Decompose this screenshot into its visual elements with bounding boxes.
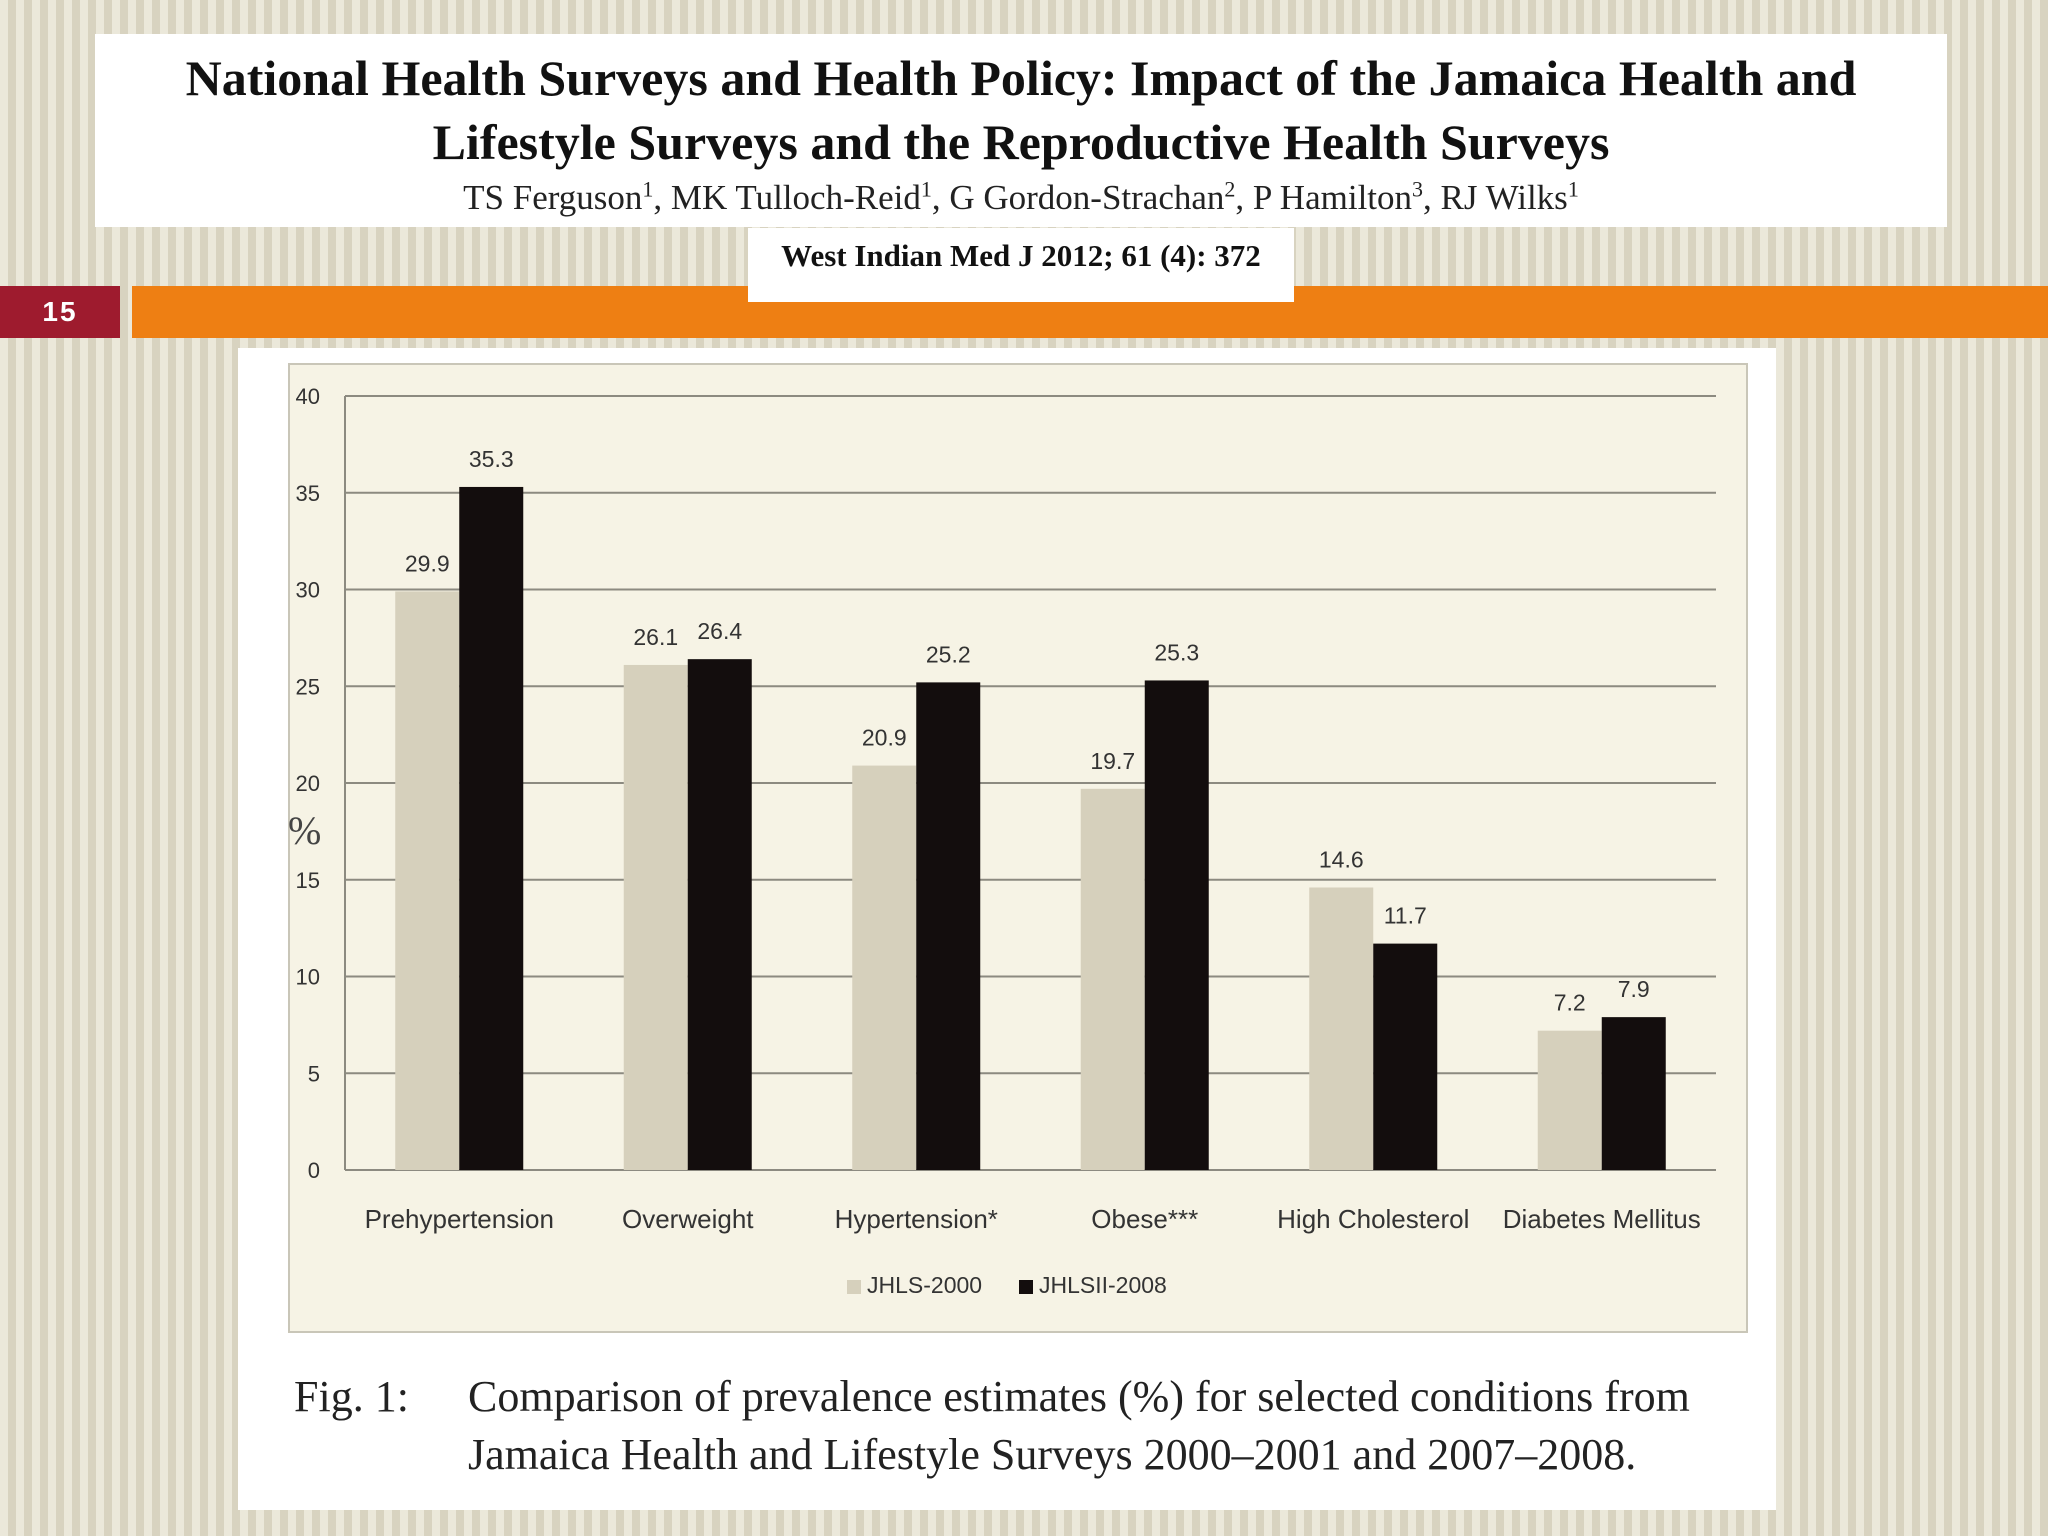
bar-jhls-2000	[1537, 1030, 1602, 1170]
data-label: 7.9	[1618, 976, 1650, 1002]
data-label: 20.9	[862, 725, 907, 751]
author: MK Tulloch-Reid1,	[670, 176, 950, 217]
y-tick-label: 30	[296, 578, 320, 603]
bar-jhlsii-2008	[1601, 1017, 1666, 1170]
data-labels: 29.9 35.3 26.1 26.4 20.9 25.2 19.7 25.3 14.6 11.7…	[405, 446, 1650, 1016]
figure-panel: 0 5 10 15 20 25 30 35 40 % 29.9 35.3 26.1 26.4 20.9 2…	[238, 348, 1776, 1510]
bar-jhlsii-2008	[687, 659, 752, 1170]
author: G Gordon-Strachan2,	[949, 176, 1253, 217]
bar-jhls-2000	[623, 664, 688, 1170]
slide-title-line-1: National Health Surveys and Health Polic…	[185, 50, 1857, 106]
slide-title: National Health Surveys and Health Polic…	[95, 34, 1947, 174]
y-tick-label: 40	[296, 384, 320, 409]
title-box: National Health Surveys and Health Polic…	[95, 34, 1947, 227]
data-label: 26.4	[697, 618, 742, 644]
data-label: 7.2	[1554, 990, 1586, 1016]
y-tick-label: 35	[296, 481, 320, 506]
x-tick-label: Obese***	[1091, 1204, 1198, 1234]
bars	[395, 486, 1666, 1170]
data-label: 35.3	[469, 446, 514, 472]
axes	[344, 396, 1716, 1171]
legend-swatch	[1019, 1280, 1033, 1294]
legend-swatch	[847, 1280, 861, 1294]
bar-jhls-2000	[1309, 887, 1374, 1170]
y-tick-label: 5	[308, 1061, 320, 1086]
y-tick-label: 15	[296, 868, 320, 893]
y-tick-label: 0	[308, 1158, 320, 1183]
y-tick-label: 10	[296, 965, 320, 990]
figure-label: Fig. 1:	[294, 1372, 409, 1421]
author: RJ Wilks1	[1440, 176, 1579, 217]
data-label: 26.1	[633, 624, 678, 650]
data-label: 11.7	[1384, 903, 1427, 929]
legend-label: JHLS-2000	[867, 1272, 982, 1298]
gridlines	[345, 395, 1716, 1075]
slide-title-line-2: Lifestyle Surveys and the Reproductive H…	[432, 114, 1610, 170]
bar-jhls-2000	[852, 765, 917, 1170]
y-axis-label: %	[288, 808, 321, 853]
bar-jhlsii-2008	[916, 682, 981, 1170]
y-tick-labels: 0 5 10 15 20 25 30 35 40	[296, 384, 320, 1183]
data-label: 25.2	[926, 641, 971, 667]
slide-number-badge: 15	[0, 286, 120, 338]
figure-caption: Fig. 1: Comparison of prevalence estimat…	[294, 1368, 1754, 1484]
bar-jhls-2000	[395, 591, 460, 1170]
data-label: 29.9	[405, 550, 450, 576]
data-label: 14.6	[1319, 846, 1364, 872]
data-label: 19.7	[1090, 748, 1135, 774]
y-tick-label: 25	[296, 674, 320, 699]
legend-label: JHLSII-2008	[1039, 1272, 1167, 1298]
x-tick-label: Hypertension*	[835, 1204, 998, 1234]
x-tick-label: Prehypertension	[365, 1204, 554, 1234]
y-tick-label: 20	[296, 771, 320, 796]
figure-caption-text: Comparison of prevalence estimates (%) f…	[468, 1372, 1690, 1479]
x-tick-labels: Prehypertension Overweight Hypertension* Ob…	[365, 1204, 1701, 1234]
author: P Hamilton3,	[1252, 176, 1441, 217]
bar-jhls-2000	[1080, 788, 1145, 1170]
bar-jhlsii-2008	[1373, 943, 1438, 1170]
x-tick-label: Diabetes Mellitus	[1503, 1204, 1701, 1234]
bar-jhlsii-2008	[1144, 680, 1209, 1170]
x-tick-label: High Cholesterol	[1277, 1204, 1469, 1234]
author-list: TS Ferguson1, MK Tulloch-Reid1, G Gordon…	[95, 176, 1947, 218]
legend: JHLS-2000 JHLSII-2008	[847, 1272, 1167, 1298]
bar-jhlsii-2008	[459, 486, 524, 1170]
data-label: 25.3	[1154, 639, 1199, 665]
author: TS Ferguson1,	[463, 176, 671, 217]
citation: West Indian Med J 2012; 61 (4): 372	[748, 228, 1294, 302]
x-tick-label: Overweight	[622, 1204, 754, 1234]
